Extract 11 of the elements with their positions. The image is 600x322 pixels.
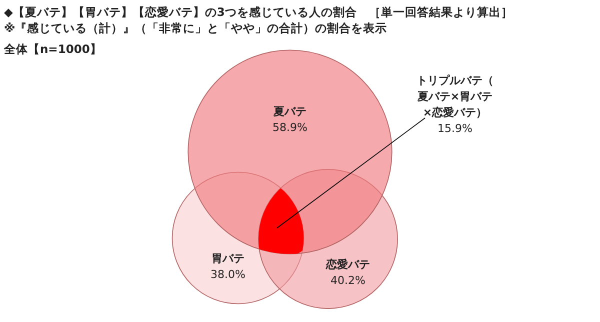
text: ◆【夏バテ】【胃バテ】【恋愛バテ】の3つを感じている人の割合 ［単一回答結果より算出］ <box>4 5 513 19</box>
category-label: 夏バテ <box>272 105 306 118</box>
data-label: 38.0% <box>210 268 246 281</box>
category-label: 胃バテ <box>212 252 244 265</box>
data-label: 15.9% <box>438 122 472 135</box>
data-label: 58.9% <box>272 121 308 134</box>
text: ※『感じている（計）』（「非常に」と「やや」の合計）の割合を表示 <box>4 21 388 35</box>
data-label: 40.2% <box>330 274 366 287</box>
category-label: 恋愛バテ <box>325 258 370 271</box>
category-label: トリプルバテ（夏バテ×胃バテ×恋愛バテ） <box>416 74 494 119</box>
text: 全体【n=1000】 <box>3 42 102 56</box>
